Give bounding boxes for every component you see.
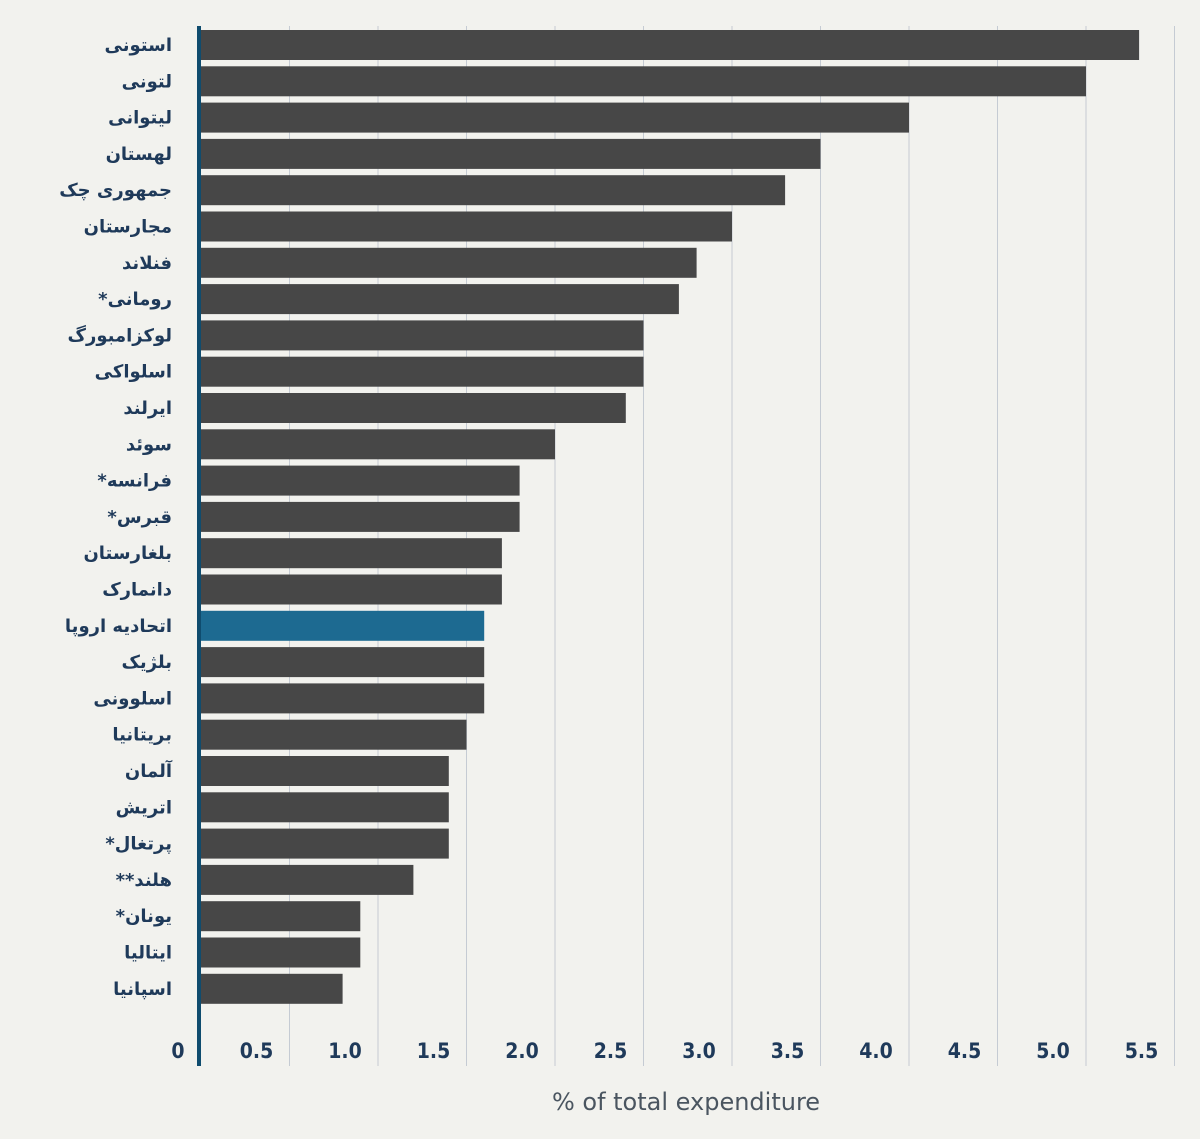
bar: [201, 937, 361, 968]
x-tick-label: 2.0: [505, 1039, 538, 1063]
bar: [201, 973, 343, 1004]
category-label: مجارستان: [84, 217, 172, 238]
bars: [201, 30, 1140, 1004]
bar: [201, 138, 821, 169]
category-label: *قبرس: [107, 507, 172, 528]
category-label: جمهوری چک: [59, 180, 172, 201]
bar: [201, 792, 449, 823]
x-tick-label: 0.5: [240, 1039, 273, 1063]
x-tick-label: 2.5: [594, 1039, 627, 1063]
category-label: ایتالیا: [124, 943, 172, 964]
x-tick-label: 5.5: [1125, 1039, 1158, 1063]
category-label: لتونی: [122, 71, 172, 92]
x-tick-label: 4.0: [859, 1039, 892, 1063]
bar: [201, 356, 644, 387]
category-label: بلژیک: [122, 652, 173, 673]
bar: [201, 247, 697, 278]
category-labels: استونی لتونی لیتوانی لهستان جمهوری چک مجارستا…: [59, 35, 173, 1000]
bar: [201, 429, 555, 460]
bar: [201, 320, 644, 351]
bar: [201, 66, 1086, 97]
category-label: اتحادیه اروپا: [65, 616, 172, 637]
category-label: *فرانسه: [97, 471, 172, 492]
bar: [201, 538, 502, 569]
category-label: اسلواکی: [95, 362, 172, 383]
category-label: بلغارستان: [83, 543, 172, 564]
category-label: آلمان: [125, 759, 173, 782]
bar: [201, 284, 679, 315]
bar: [201, 465, 520, 496]
bar: [201, 175, 786, 206]
category-label: **هلند: [116, 870, 172, 891]
category-label: لیتوانی: [108, 108, 172, 129]
x-tick-label: 0: [171, 1039, 184, 1063]
category-label: لهستان: [106, 144, 172, 165]
bar: [201, 864, 414, 895]
category-label: *یونان: [116, 906, 172, 927]
category-label: سوئد: [126, 434, 172, 455]
bar: [201, 901, 361, 932]
x-tick-label: 1.0: [328, 1039, 361, 1063]
bar: [201, 683, 485, 714]
category-label: دانمارک: [102, 580, 172, 601]
x-tick-label: 3.5: [771, 1039, 804, 1063]
category-label: ایرلند: [123, 398, 172, 419]
x-tick-labels: 0 0.5 1.0 1.5 2.0 2.5 3.0 3.5 4.0 4.5 5.0 5.5: [171, 1039, 1158, 1063]
category-label: *پرتغال: [105, 834, 172, 855]
bar: [201, 30, 1140, 60]
bar: [201, 647, 485, 678]
x-tick-label: 4.5: [948, 1039, 981, 1063]
x-axis-title: % of total expenditure: [552, 1088, 820, 1116]
bar: [201, 719, 467, 750]
bar-highlight: [201, 610, 485, 641]
category-label: اتریش: [116, 797, 172, 818]
bar: [201, 211, 732, 242]
category-label: اسلوونی: [93, 688, 172, 709]
bar: [201, 393, 626, 423]
bar: [201, 102, 909, 133]
category-label: فنلاند: [122, 253, 172, 274]
category-label: بریتانیا: [112, 725, 172, 746]
x-tick-label: 5.0: [1036, 1039, 1069, 1063]
category-label: اسپانیا: [113, 979, 172, 1000]
category-label: استونی: [105, 35, 172, 56]
bar: [201, 756, 449, 786]
category-label: لوکزامبورگ: [68, 324, 172, 346]
x-tick-label: 3.0: [682, 1039, 715, 1063]
x-tick-label: 1.5: [417, 1039, 450, 1063]
category-label: *رومانی: [98, 289, 172, 310]
bar: [201, 828, 449, 859]
bar: [201, 574, 502, 605]
bar: [201, 501, 520, 532]
